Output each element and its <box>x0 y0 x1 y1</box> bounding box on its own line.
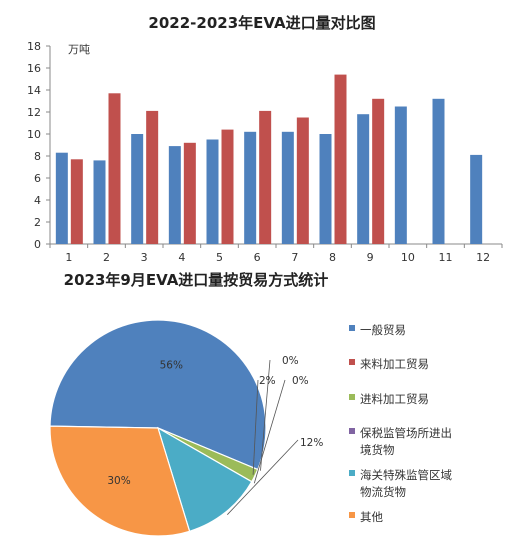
y-tick-label: 0 <box>34 238 41 251</box>
y-tick-label: 8 <box>34 150 41 163</box>
y-tick-label: 12 <box>27 106 41 119</box>
pie-value-label: 0% <box>292 375 309 387</box>
y-tick-label: 14 <box>27 84 41 97</box>
bar-series-1-9 <box>357 114 370 244</box>
pie-leader-line <box>260 359 271 471</box>
x-tick-label: 2 <box>103 251 110 264</box>
x-tick-label: 6 <box>254 251 261 264</box>
bar-series-2-3 <box>146 110 159 245</box>
bar-series-2-6 <box>259 110 272 245</box>
bar-series-1-7 <box>281 131 294 244</box>
legend-swatch <box>349 394 355 400</box>
bar-series-2-5 <box>221 129 234 244</box>
legend-label: 来料加工贸易 <box>360 357 429 371</box>
bar-series-1-11 <box>432 98 445 244</box>
bar-series-2-8 <box>334 74 347 244</box>
y-tick-label: 16 <box>27 62 41 75</box>
bar-series-1-5 <box>206 139 219 244</box>
bar-chart-title: 2022-2023年EVA进口量对比图 <box>148 14 375 32</box>
legend-swatch <box>349 428 355 434</box>
bar-series-1-2 <box>93 160 106 244</box>
legend-label: 物流货物 <box>360 485 406 499</box>
x-tick-label: 7 <box>291 251 298 264</box>
y-tick-label: 10 <box>27 128 41 141</box>
x-tick-label: 12 <box>476 251 490 264</box>
legend-label: 进料加工贸易 <box>360 392 429 406</box>
bar-chart-y-axis: 0 2 4 6 8 10 12 14 16 18 <box>27 40 51 251</box>
bar-series-2-4 <box>183 142 196 244</box>
pie-leader-line <box>252 379 259 475</box>
pie-chart-value-labels: 56% 0% 2% 0% 12% 30% <box>107 355 323 515</box>
bar-series-1-10 <box>394 106 407 244</box>
pie-leader-line <box>253 379 286 484</box>
bar-series-1-12 <box>470 154 483 244</box>
legend-label: 一般贸易 <box>360 323 406 337</box>
y-tick-label: 4 <box>34 194 41 207</box>
pie-chart: 2023年9月EVA进口量按贸易方式统计 56% 0% 2% 0% 12% 30% 一般贸… <box>49 271 452 537</box>
x-tick-label: 11 <box>439 251 453 264</box>
bar-series-1-8 <box>319 134 332 244</box>
bar-chart-unit-label: 万吨 <box>68 43 90 56</box>
pie-slice-5 <box>156 426 253 533</box>
x-tick-label: 10 <box>401 251 415 264</box>
legend-swatch <box>349 359 355 365</box>
pie-chart-slices <box>49 319 267 537</box>
y-tick-label: 2 <box>34 216 41 229</box>
pie-value-label: 0% <box>282 355 299 367</box>
pie-value-label: 2% <box>259 375 276 387</box>
pie-leader-line <box>227 439 299 515</box>
pie-value-label: 56% <box>160 360 183 372</box>
bar-chart-bars <box>55 74 483 245</box>
bar-series-1-3 <box>131 134 144 244</box>
x-tick-label: 4 <box>178 251 185 264</box>
pie-chart-legend: 一般贸易来料加工贸易进料加工贸易保税监管场所进出境货物海关特殊监管区域物流货物其… <box>349 323 452 524</box>
legend-swatch <box>349 512 355 518</box>
legend-label: 保税监管场所进出 <box>360 426 452 440</box>
y-tick-label: 18 <box>27 40 41 53</box>
x-tick-label: 9 <box>367 251 374 264</box>
y-tick-label: 6 <box>34 172 41 185</box>
bar-series-2-2 <box>108 93 121 244</box>
x-tick-label: 5 <box>216 251 223 264</box>
legend-label: 境货物 <box>360 443 395 457</box>
bar-chart-x-axis: 1 2 3 4 5 6 7 8 9 10 11 12 <box>49 243 503 264</box>
legend-swatch <box>349 470 355 476</box>
x-tick-label: 1 <box>65 251 72 264</box>
pie-slice-1 <box>49 319 267 471</box>
x-tick-label: 8 <box>329 251 336 264</box>
legend-swatch <box>349 325 355 331</box>
bar-series-2-7 <box>296 117 309 244</box>
legend-label: 海关特殊监管区域 <box>360 468 452 482</box>
pie-slice-6 <box>49 425 191 537</box>
legend-label: 其他 <box>360 510 383 524</box>
pie-chart-title: 2023年9月EVA进口量按贸易方式统计 <box>64 271 329 289</box>
x-tick-label: 3 <box>141 251 148 264</box>
bar-series-1-4 <box>168 146 181 244</box>
pie-value-label: 12% <box>300 437 323 449</box>
pie-value-label: 30% <box>107 475 130 487</box>
bar-series-1-6 <box>244 131 257 244</box>
bar-series-1-1 <box>55 152 68 244</box>
bar-series-2-9 <box>372 98 385 244</box>
bar-series-2-1 <box>70 159 83 244</box>
